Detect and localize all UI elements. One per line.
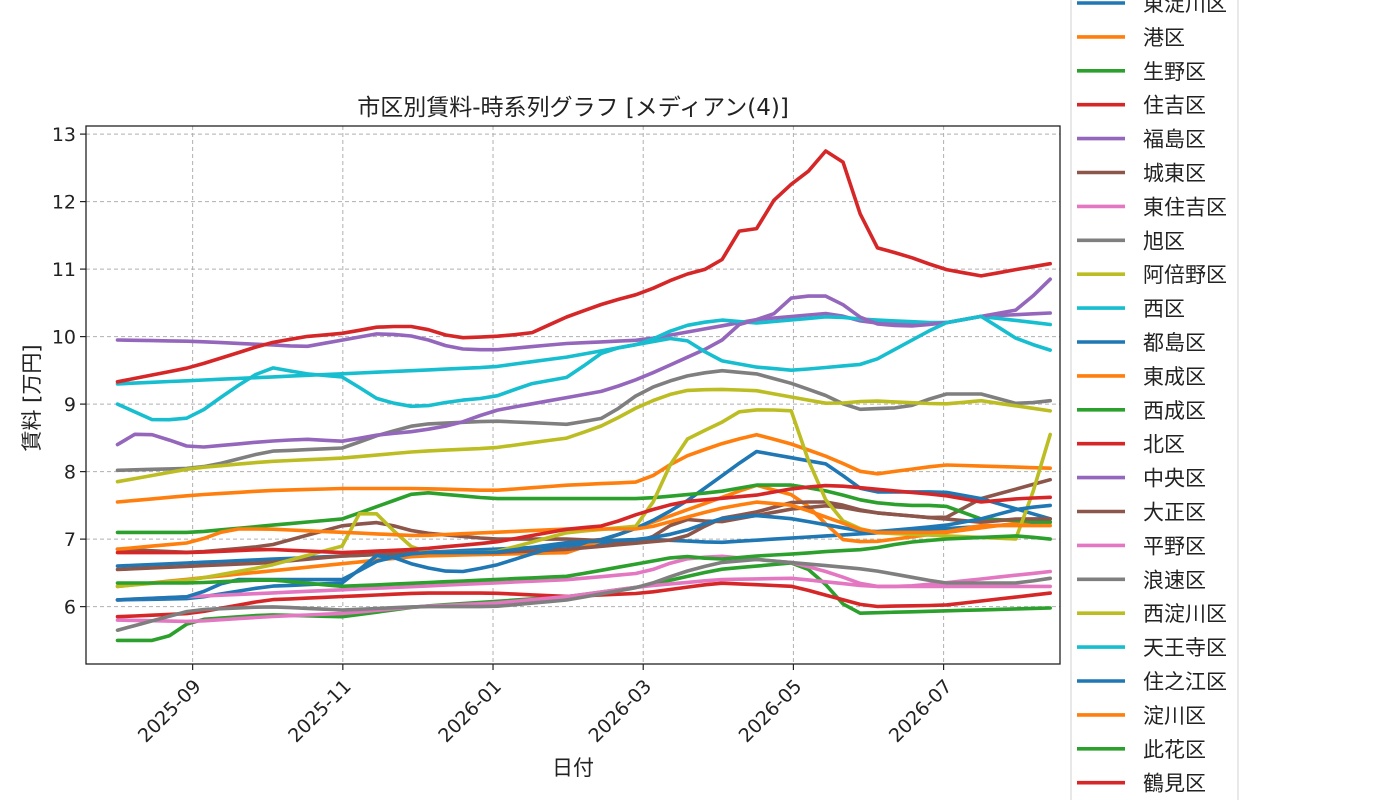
- series-line: [115, 277, 1052, 449]
- legend-entry-label: 東住吉区: [1143, 195, 1227, 219]
- series-line: [115, 314, 1052, 386]
- series-line: [115, 554, 1052, 602]
- legend-entry-label: 此花区: [1143, 738, 1206, 762]
- legend: 東淀川区港区生野区住吉区福島区城東区東住吉区旭区阿倍野区西区都島区東成区西成区北…: [1070, 0, 1239, 800]
- x-axis-label: 日付: [552, 756, 594, 780]
- plot-frame: [85, 125, 1061, 665]
- legend-entry-label: 都島区: [1143, 331, 1206, 355]
- series-line: [115, 483, 1052, 555]
- y-tick-label: 9: [64, 394, 76, 416]
- y-tick-label: 8: [64, 462, 76, 484]
- series-line: [115, 314, 1052, 422]
- series-line: [115, 557, 1052, 633]
- series-line: [115, 432, 1052, 504]
- legend-entry-label: 天王寺区: [1143, 636, 1227, 660]
- legend-entry-label: 生野区: [1143, 60, 1206, 84]
- legend-entry-label: 浪速区: [1143, 568, 1206, 592]
- legend-items: 東淀川区港区生野区住吉区福島区城東区東住吉区旭区阿倍野区西区都島区東成区西成区北…: [1077, 0, 1227, 796]
- legend-entry-label: 阿倍野区: [1143, 263, 1227, 287]
- series-line: [115, 534, 1052, 589]
- legend-entry-label: 西区: [1143, 297, 1185, 321]
- legend-entry-label: 西成区: [1143, 399, 1206, 423]
- series-line: [115, 387, 1052, 484]
- y-axis-label: 賃料 [万円]: [20, 344, 44, 451]
- legend-entry-label: 住吉区: [1143, 94, 1206, 118]
- legend-entry-label: 旭区: [1143, 229, 1185, 253]
- chart-title: 市区別賃料-時系列グラフ [メディアン(4)]: [357, 95, 789, 121]
- legend-entry-label: 平野区: [1143, 534, 1206, 558]
- y-tick-label: 6: [64, 597, 76, 619]
- legend-entry-label: 港区: [1143, 26, 1185, 50]
- series-line: [115, 311, 1052, 352]
- series-line: [115, 368, 1052, 473]
- legend-box: [1070, 0, 1239, 800]
- y-axis-ticks: 6 7 8 9 10 11 12 13: [52, 124, 86, 619]
- legend-entry-label: 淀川区: [1143, 704, 1206, 728]
- series-line: [115, 149, 1052, 384]
- y-tick-label: 7: [64, 529, 76, 551]
- series-line: [115, 483, 1052, 535]
- legend-entry-label: 東淀川区: [1143, 0, 1227, 16]
- y-tick-label: 11: [52, 259, 76, 281]
- legend-entry-label: 西淀川区: [1143, 602, 1227, 626]
- y-tick-label: 13: [52, 124, 76, 146]
- y-tick-label: 12: [52, 192, 76, 214]
- legend-entry-label: 福島区: [1143, 128, 1206, 152]
- legend-entry-label: 城東区: [1143, 162, 1206, 186]
- series-line: [115, 503, 1052, 555]
- legend-entry-label: 北区: [1143, 433, 1185, 457]
- y-tick-label: 10: [52, 327, 76, 349]
- legend-entry-label: 鶴見区: [1143, 772, 1206, 796]
- legend-entry-label: 住之江区: [1143, 670, 1227, 694]
- series-lines: [115, 149, 1052, 643]
- legend-entry-label: 大正区: [1143, 501, 1206, 525]
- legend-entry-label: 中央区: [1143, 467, 1206, 491]
- legend-entry-label: 東成区: [1143, 365, 1206, 389]
